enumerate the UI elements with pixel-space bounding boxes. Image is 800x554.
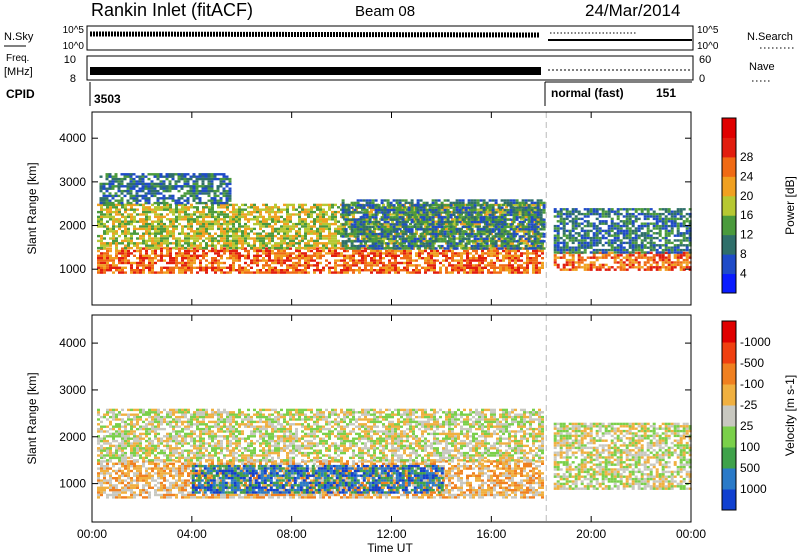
velocity-colorbar-tick-6: -500	[740, 356, 764, 370]
power-ylabel: Slant Range [km]	[25, 162, 39, 254]
velocity-region-2	[191, 464, 444, 494]
nsky-tick-bottom: 10^0	[63, 41, 85, 52]
velocity-colorbar-label: Velocity [m s-1]	[783, 375, 797, 456]
station-title: Rankin Inlet (fitACF)	[91, 0, 253, 20]
power-region-0	[97, 247, 544, 274]
freq-unit: [MHz]	[4, 66, 33, 78]
nave-tick-bottom: 0	[699, 73, 705, 85]
velocity-panel: 1000 2000 3000 4000 Slant Range [km]	[25, 314, 692, 523]
power-colorbar-cell-4	[722, 195, 736, 216]
nave-label: Nave	[749, 61, 775, 73]
x-tick-label-4: 16:00	[476, 527, 506, 541]
velocity-colorbar: 1000 500 100 25 -25 -100 -500 -1000 Velocity [m …	[721, 320, 797, 511]
nsearch-label: N.Search	[747, 31, 793, 43]
velocity-ytick-label-0: 1000	[59, 477, 86, 491]
power-colorbar-tick-1: 8	[740, 247, 747, 261]
power-colorbar-cell-5	[722, 176, 736, 197]
power-colorbar-cell-3	[722, 215, 736, 236]
nsky-panel: N.Sky 10^5 10^0 N.Search 10^5 10^0	[4, 25, 796, 52]
power-colorbar-tick-4: 20	[740, 189, 754, 203]
velocity-colorbar-tick-5: -100	[740, 377, 764, 391]
power-ytick-label-1: 2000	[59, 219, 86, 233]
x-tick-label-3: 12:00	[376, 527, 406, 541]
power-region-2	[99, 173, 232, 205]
velocity-colorbar-tick-7: -1000	[740, 335, 771, 349]
power-region-3	[341, 199, 546, 250]
velocity-ytick-label-2: 3000	[59, 383, 86, 397]
x-tick-label-6: 00:00	[676, 527, 706, 541]
x-tick-label-0: 00:00	[77, 527, 107, 541]
velocity-region-1	[97, 408, 544, 462]
power-colorbar-cell-2	[722, 234, 736, 255]
power-colorbar-tick-0: 4	[740, 267, 747, 281]
power-colorbar-frame	[721, 117, 737, 294]
nsky-tick-top: 10^5	[63, 25, 85, 36]
velocity-colorbar-cell-1	[722, 468, 736, 490]
x-tick-label-2: 08:00	[277, 527, 307, 541]
velocity-colorbar-tick-1: 500	[740, 461, 760, 475]
freq-panel: Freq. [MHz] 10 8 Nave 60 0	[4, 53, 775, 85]
time-axis: 00:00 04:00 08:00 12:00 16:00 20:00 00:00	[77, 527, 706, 541]
nsky-trace	[89, 31, 541, 38]
velocity-colorbar-cell-0	[722, 489, 736, 511]
power-colorbar-cell-6	[722, 156, 736, 177]
nsearch-tick-top: 10^5	[697, 25, 719, 36]
velocity-colorbar-tick-2: 100	[740, 440, 760, 454]
date-label: 24/Mar/2014	[585, 1, 680, 20]
cpid-label: CPID	[6, 87, 35, 101]
velocity-ytick-label-3: 4000	[59, 336, 86, 350]
cpid-value-2-num: 151	[656, 86, 676, 100]
x-tick-label-1: 04:00	[177, 527, 207, 541]
velocity-colorbar-cell-6	[722, 363, 736, 385]
power-panel: 1000 2000 3000 4000 Slant Range [km]	[25, 111, 692, 306]
velocity-colorbar-tick-4: -25	[740, 398, 758, 412]
power-colorbar-tick-5: 24	[740, 169, 754, 183]
velocity-colorbar-cell-3	[722, 426, 736, 448]
power-colorbar-cell-1	[722, 254, 736, 275]
freq-tick-top: 10	[64, 54, 76, 66]
power-region-5	[553, 208, 692, 254]
velocity-colorbar-cell-7	[722, 342, 736, 364]
velocity-region-3	[553, 422, 692, 490]
freq-label: Freq.	[6, 53, 29, 64]
power-colorbar-tick-6: 28	[740, 150, 754, 164]
power-colorbar: 4 8 12 16 20 24 28 Power [dB]	[721, 117, 797, 294]
velocity-ylabel: Slant Range [km]	[25, 372, 39, 464]
velocity-colorbar-tick-3: 25	[740, 419, 754, 433]
beam-label: Beam 08	[355, 3, 415, 20]
velocity-colorbar-cell-4	[722, 405, 736, 427]
power-ytick-label-3: 4000	[59, 131, 86, 145]
cpid-row: CPID 3503 normal (fast) 151	[6, 81, 692, 106]
freq-trace	[90, 67, 541, 75]
velocity-colorbar-cell-2	[722, 447, 736, 469]
x-axis-title: Time UT	[367, 541, 413, 554]
power-ytick-label-0: 1000	[59, 262, 86, 276]
velocity-colorbar-cell-8	[722, 321, 736, 343]
power-ytick-label-2: 3000	[59, 175, 86, 189]
x-tick-label-5: 20:00	[576, 527, 606, 541]
cpid-value-2-name: normal (fast)	[551, 86, 624, 100]
nsearch-tick-bottom: 10^0	[697, 41, 719, 52]
power-colorbar-cell-0	[722, 273, 736, 294]
nave-tick-top: 60	[699, 54, 711, 66]
power-colorbar-label: Power [dB]	[783, 176, 797, 235]
freq-tick-bottom: 8	[70, 73, 76, 85]
power-colorbar-cell-8	[722, 118, 736, 138]
power-colorbar-tick-3: 16	[740, 208, 754, 222]
power-region-4	[553, 251, 692, 271]
velocity-colorbar-frame	[721, 320, 737, 511]
velocity-ytick-label-1: 2000	[59, 430, 86, 444]
power-colorbar-cell-7	[722, 137, 736, 158]
velocity-colorbar-cell-5	[722, 384, 736, 406]
cpid-value-1: 3503	[94, 92, 121, 106]
velocity-colorbar-tick-0: 1000	[740, 482, 767, 496]
power-colorbar-tick-2: 12	[740, 228, 754, 242]
nsky-label: N.Sky	[4, 31, 34, 43]
